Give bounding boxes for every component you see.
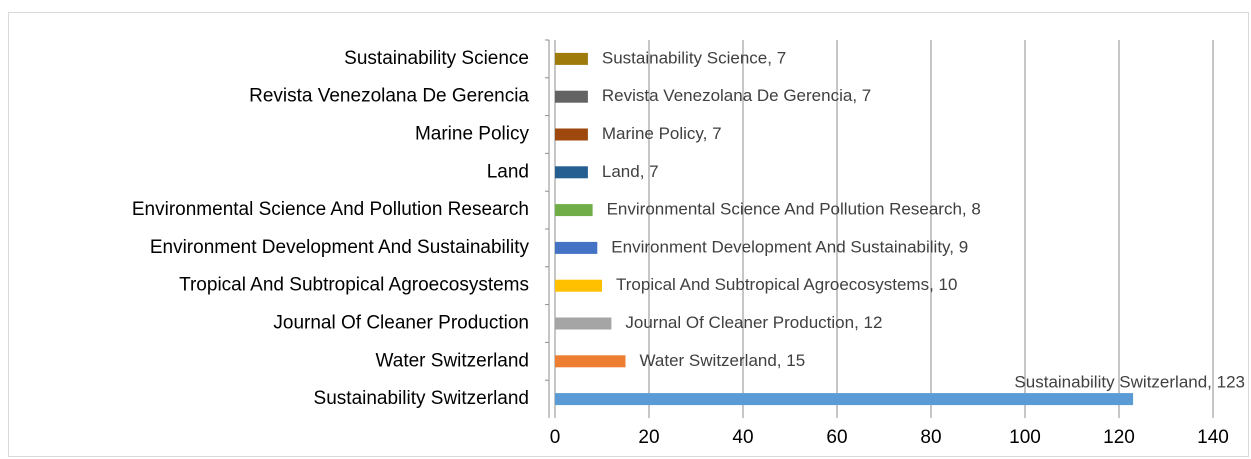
x-tick-label: 60 bbox=[826, 427, 847, 448]
data-label: Water Switzerland, 15 bbox=[640, 351, 806, 370]
bar bbox=[555, 204, 593, 217]
bar bbox=[555, 241, 598, 254]
x-tick-label: 20 bbox=[638, 427, 659, 448]
x-tick-label: 40 bbox=[732, 427, 753, 448]
y-tick-label: Sustainability Switzerland bbox=[314, 388, 529, 409]
data-label: Journal Of Cleaner Production, 12 bbox=[625, 313, 882, 332]
bar bbox=[555, 355, 626, 368]
data-label: Revista Venezolana De Gerencia, 7 bbox=[602, 86, 871, 105]
data-label: Sustainability Science, 7 bbox=[602, 48, 786, 67]
bar bbox=[555, 279, 602, 292]
y-tick-label: Journal Of Cleaner Production bbox=[273, 313, 529, 334]
data-label: Sustainability Switzerland, 123 bbox=[1014, 373, 1245, 392]
x-tick-label: 80 bbox=[920, 427, 941, 448]
bar bbox=[555, 317, 612, 330]
bar bbox=[555, 90, 588, 103]
y-tick-label: Environmental Science And Pollution Rese… bbox=[132, 199, 529, 220]
bar bbox=[555, 52, 588, 65]
bar bbox=[555, 166, 588, 179]
chart-border bbox=[8, 12, 1249, 457]
x-tick-label: 140 bbox=[1197, 427, 1229, 448]
y-tick-label: Sustainability Science bbox=[344, 48, 529, 69]
x-tick-label: 120 bbox=[1103, 427, 1135, 448]
data-label: Environmental Science And Pollution Rese… bbox=[607, 200, 981, 219]
y-tick-label: Tropical And Subtropical Agroecosystems bbox=[179, 275, 529, 296]
bar bbox=[555, 393, 1134, 406]
bar bbox=[555, 128, 588, 141]
x-tick-label: 0 bbox=[550, 427, 561, 448]
data-label: Marine Policy, 7 bbox=[602, 124, 722, 143]
x-tick-label: 100 bbox=[1009, 427, 1041, 448]
y-tick-label: Revista Venezolana De Gerencia bbox=[249, 86, 529, 107]
data-label: Environment Development And Sustainabili… bbox=[611, 237, 968, 256]
y-tick-label: Water Switzerland bbox=[376, 350, 529, 371]
data-label: Tropical And Subtropical Agroecosystems,… bbox=[616, 275, 957, 294]
y-tick-label: Land bbox=[487, 161, 529, 182]
y-tick-label: Marine Policy bbox=[415, 124, 530, 145]
data-label: Land, 7 bbox=[602, 162, 659, 181]
y-tick-label: Environment Development And Sustainabili… bbox=[150, 237, 530, 258]
